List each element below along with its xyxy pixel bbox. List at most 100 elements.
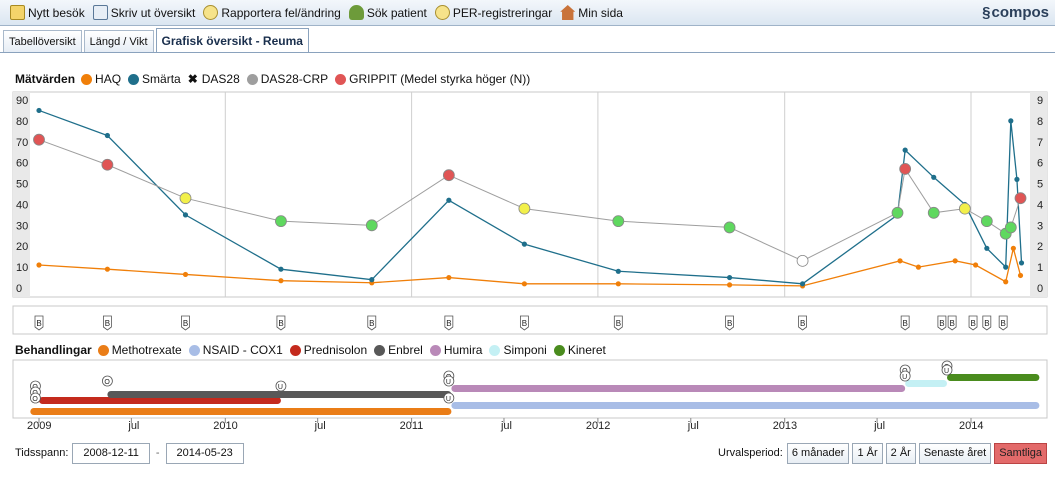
logo-swirl-icon: § <box>982 4 991 21</box>
event-label: U <box>278 384 283 391</box>
visit-marker: B <box>900 315 910 331</box>
x-axis: 2009 jul 2010 jul 2011 jul 2012 jul 2013 jul 2014 <box>27 418 983 432</box>
data-point <box>521 281 527 287</box>
per-registrations-button[interactable]: PER-registreringar <box>434 5 552 20</box>
legend-swatch <box>188 344 200 356</box>
legend-item-grippit[interactable]: GRIPPIT (Medel styrka höger (N)) <box>335 72 530 86</box>
treatment-bar-simponi <box>905 380 948 387</box>
legend-item-prednisolon[interactable]: Prednisolon <box>289 343 367 357</box>
data-point <box>1014 176 1020 182</box>
data-point <box>182 212 189 218</box>
y-tick-label-right: 8 <box>1037 116 1043 128</box>
visit-marker-shape <box>102 315 112 331</box>
x-tick-label: jul <box>314 420 326 432</box>
event-bubble <box>275 380 287 392</box>
treatment-event: U <box>899 370 911 382</box>
y-axis-right: 9 8 7 6 5 4 3 2 1 0 <box>1037 95 1043 295</box>
legend-item-humira[interactable]: Humira <box>429 343 482 357</box>
tab-graphical-overview[interactable]: Grafisk översikt - Reuma <box>155 28 309 52</box>
vertical-gridlines <box>224 92 972 297</box>
visit-marker-shape <box>725 315 734 331</box>
tab-height-weight[interactable]: Längd / Vikt <box>83 30 154 52</box>
visit-marker-label: B <box>183 319 188 328</box>
data-point <box>931 174 937 180</box>
from-date-field[interactable]: 2008-12-11 <box>72 442 150 464</box>
treatment-event: O <box>101 375 113 387</box>
period-label: Urvalsperiod: <box>718 447 783 459</box>
visit-marker: B <box>367 315 377 331</box>
search-patient-button[interactable]: Sök patient <box>348 5 427 20</box>
toolbar-label: Nytt besök <box>28 5 85 20</box>
period-all-button[interactable]: Samtliga <box>994 442 1047 464</box>
y-tick-label-right: 3 <box>1037 220 1043 232</box>
new-visit-button[interactable]: Nytt besök <box>10 5 85 20</box>
data-point <box>1010 245 1016 251</box>
tab-table-overview[interactable]: Tabellöversikt <box>3 30 82 52</box>
y-tick-label-left: 30 <box>16 220 28 232</box>
legend-swatch <box>81 73 93 85</box>
period-last-year-button[interactable]: Senaste året <box>918 442 992 464</box>
print-overview-button[interactable]: Skriv ut översikt <box>92 5 195 20</box>
span-label: Tidsspann: <box>15 447 69 459</box>
visit-marker-label: B <box>970 319 975 328</box>
period-2-years-button[interactable]: 2 År <box>885 442 916 464</box>
event-label: U <box>446 396 451 403</box>
visit-marker: B <box>998 315 1008 331</box>
data-point <box>1008 118 1014 124</box>
legend-item-haq[interactable]: HAQ <box>81 72 121 86</box>
x-tick-label: 2013 <box>773 420 797 432</box>
y-tick-label-left: 40 <box>16 199 28 211</box>
visit-marker-shape <box>947 315 957 331</box>
visit-marker-shape <box>276 315 286 331</box>
visit-marker-shape <box>968 315 978 331</box>
legend-label: Enbrel <box>388 343 423 357</box>
legend-item-methotrexate[interactable]: Methotrexate <box>97 343 182 357</box>
visit-marker-label: B <box>105 319 110 328</box>
event-bubble <box>899 370 911 382</box>
report-error-button[interactable]: Rapportera fel/ändring <box>203 5 341 20</box>
measurement-marker <box>958 202 971 215</box>
data-point <box>521 241 527 247</box>
grippit-markers <box>33 133 1027 267</box>
toolbar-label: Sök patient <box>366 5 427 20</box>
visit-marker-label: B <box>446 319 451 328</box>
measurement-marker <box>33 133 45 146</box>
treatment-bar-prednisolon <box>39 397 281 404</box>
treatment-event-markers: OOOOUOUUOUOU <box>30 360 953 404</box>
legend-item-das28-crp[interactable]: DAS28-CRP <box>246 72 328 86</box>
visit-strip <box>12 305 1048 335</box>
visit-marker-shape <box>367 315 377 331</box>
to-date-field[interactable]: 2014-05-23 <box>165 442 244 464</box>
legend-swatch <box>97 344 109 356</box>
measurement-marker <box>723 221 736 234</box>
person-search-icon <box>348 5 364 20</box>
visit-marker: B <box>519 315 529 331</box>
legend-item-kineret[interactable]: Kineret <box>553 343 606 357</box>
my-page-button[interactable]: Min sida <box>560 5 623 20</box>
legend-item-enbrel[interactable]: Enbrel <box>374 343 423 357</box>
y-tick-label-left: 10 <box>16 262 28 274</box>
legend-label: NSAID - COX1 <box>202 343 283 357</box>
legend-swatch <box>335 73 347 85</box>
home-icon <box>560 5 576 20</box>
period-1-year-button[interactable]: 1 År <box>852 442 883 464</box>
visit-marker-shape <box>998 315 1008 331</box>
treatment-event: U <box>275 380 287 392</box>
visit-marker-shape <box>982 315 992 331</box>
x-tick-label: jul <box>500 420 512 432</box>
legend-item-simponi[interactable]: Simponi <box>489 343 547 357</box>
period-6-months-button[interactable]: 6 månader <box>786 442 850 464</box>
y-tick-label-right: 1 <box>1037 262 1043 274</box>
measurement-marker <box>927 206 940 219</box>
measures-legend-title: Mätvärden <box>15 72 76 86</box>
legend-item-nsaid[interactable]: NSAID - COX1 <box>188 343 283 357</box>
treatments-legend: Behandlingar Methotrexate NSAID - COX1 P… <box>15 343 613 357</box>
legend-item-das28[interactable]: ✖ DAS28 <box>188 72 240 86</box>
x-tick-label: jul <box>687 420 699 432</box>
treatment-bars <box>30 374 1040 415</box>
y-tick-label-right: 9 <box>1037 95 1043 107</box>
legend-item-smarta[interactable]: Smärta <box>128 72 181 86</box>
legend-swatch <box>246 73 258 85</box>
visit-marker: B <box>947 315 957 331</box>
